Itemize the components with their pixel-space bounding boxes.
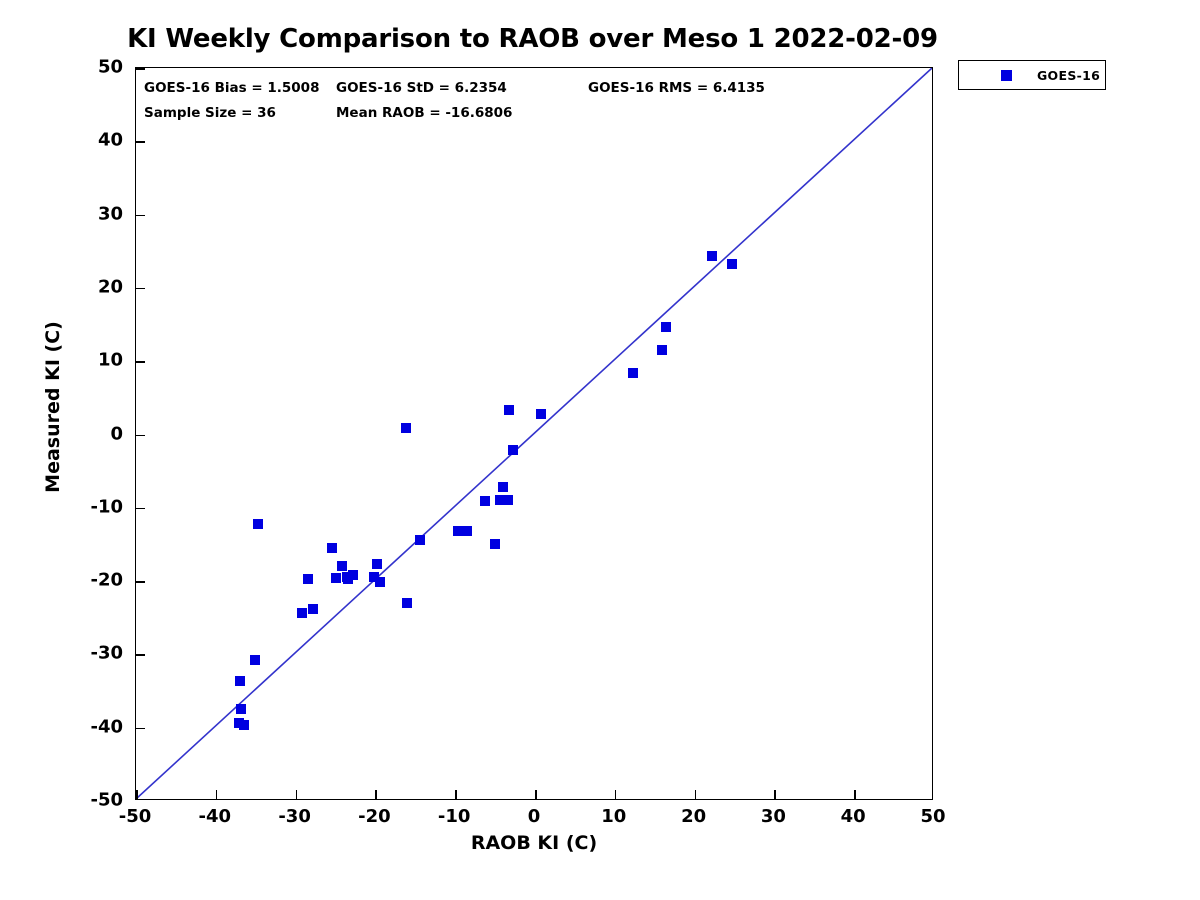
y-tick-label: -10: [90, 496, 123, 518]
stat-sample-size: Sample Size = 36: [144, 105, 276, 121]
y-tick-label: 40: [97, 129, 123, 151]
scatter-point: [498, 482, 509, 493]
scatter-point: [490, 538, 501, 549]
y-tick-label: -20: [90, 569, 123, 591]
y-tick-label: -50: [90, 789, 123, 811]
x-tick-label: -50: [118, 806, 152, 827]
y-tick: [136, 654, 145, 656]
x-tick: [854, 790, 856, 799]
scatter-point: [375, 576, 386, 587]
scatter-point: [507, 444, 518, 455]
x-tick: [455, 790, 457, 799]
scatter-point: [415, 535, 426, 546]
y-tick-label: 20: [97, 276, 123, 298]
y-axis-label: Measured KI (C): [42, 321, 64, 493]
y-tick-label: -40: [90, 716, 123, 738]
x-tick: [136, 790, 138, 799]
x-tick-label: -40: [198, 806, 232, 827]
plot-canvas: GOES-16 Bias = 1.5008 GOES-16 StD = 6.23…: [136, 68, 932, 799]
scatter-point: [234, 675, 245, 686]
x-tick-label: 30: [760, 806, 786, 827]
scatter-point: [453, 526, 464, 537]
legend-swatch-goes16: [1001, 70, 1012, 81]
x-tick-label: 0: [527, 806, 541, 827]
x-tick-label: 10: [601, 806, 627, 827]
scatter-point: [503, 404, 514, 415]
scatter-point: [707, 251, 718, 262]
x-axis-label: RAOB KI (C): [470, 832, 598, 854]
x-tick: [694, 790, 697, 799]
legend-label-goes16: GOES-16: [1037, 68, 1101, 83]
scatter-point: [368, 572, 379, 583]
x-tick-label: -30: [278, 806, 311, 827]
y-tick: [136, 287, 145, 290]
x-tick: [535, 790, 537, 799]
scatter-point: [660, 321, 671, 332]
stat-bias: GOES-16 Bias = 1.5008: [144, 80, 320, 96]
x-tick: [375, 790, 377, 799]
y-tick: [136, 214, 145, 217]
y-tick-label: 50: [97, 56, 123, 78]
chart-title: KI Weekly Comparison to RAOB over Meso 1…: [127, 24, 938, 54]
stat-rms: GOES-16 RMS = 6.4135: [588, 80, 765, 96]
x-tick-label: -10: [437, 806, 471, 827]
y-tick: [136, 434, 145, 436]
plot-area: GOES-16 Bias = 1.5008 GOES-16 StD = 6.23…: [135, 67, 933, 800]
x-tick-label: 20: [681, 806, 707, 827]
scatter-point: [296, 607, 307, 618]
scatter-point: [628, 367, 639, 378]
scatter-point: [336, 560, 347, 571]
y-tick-label: -30: [90, 642, 123, 664]
y-tick: [136, 361, 145, 363]
y-tick-label: 0: [110, 423, 123, 444]
x-tick: [614, 790, 617, 799]
x-tick: [215, 790, 218, 799]
stat-std: GOES-16 StD = 6.2354: [336, 80, 507, 96]
scatter-point: [308, 603, 319, 614]
stat-mean-raob: Mean RAOB = -16.6806: [336, 105, 513, 121]
scatter-point: [462, 525, 473, 536]
x-tick-label: -20: [358, 806, 391, 827]
scatter-point: [656, 345, 667, 356]
scatter-point: [535, 408, 546, 419]
chart-legend[interactable]: GOES-16: [958, 60, 1106, 90]
scatter-point: [253, 518, 264, 529]
scatter-point: [401, 598, 412, 609]
scatter-point: [727, 259, 738, 270]
scatter-point: [236, 703, 247, 714]
y-tick: [136, 581, 145, 583]
reference-line: [136, 68, 932, 799]
scatter-point: [479, 496, 490, 507]
y-tick: [136, 141, 145, 143]
x-tick-label: 40: [840, 806, 866, 827]
x-tick: [774, 790, 776, 799]
scatter-point: [303, 573, 314, 584]
y-tick: [136, 727, 145, 730]
scatter-point: [348, 569, 359, 580]
scatter-point: [371, 558, 382, 569]
scatter-point: [330, 573, 341, 584]
y-tick: [136, 507, 145, 510]
scatter-point: [326, 543, 337, 554]
scatter-point: [249, 654, 260, 665]
y-tick-label: 30: [97, 203, 123, 225]
scatter-point: [502, 494, 513, 505]
scatter-point: [238, 719, 249, 730]
scatter-point: [400, 422, 411, 433]
scatter-point: [494, 494, 505, 505]
y-tick-label: 10: [97, 349, 123, 371]
y-tick: [136, 68, 145, 70]
x-tick: [295, 790, 298, 799]
x-tick-label: 50: [920, 806, 946, 827]
